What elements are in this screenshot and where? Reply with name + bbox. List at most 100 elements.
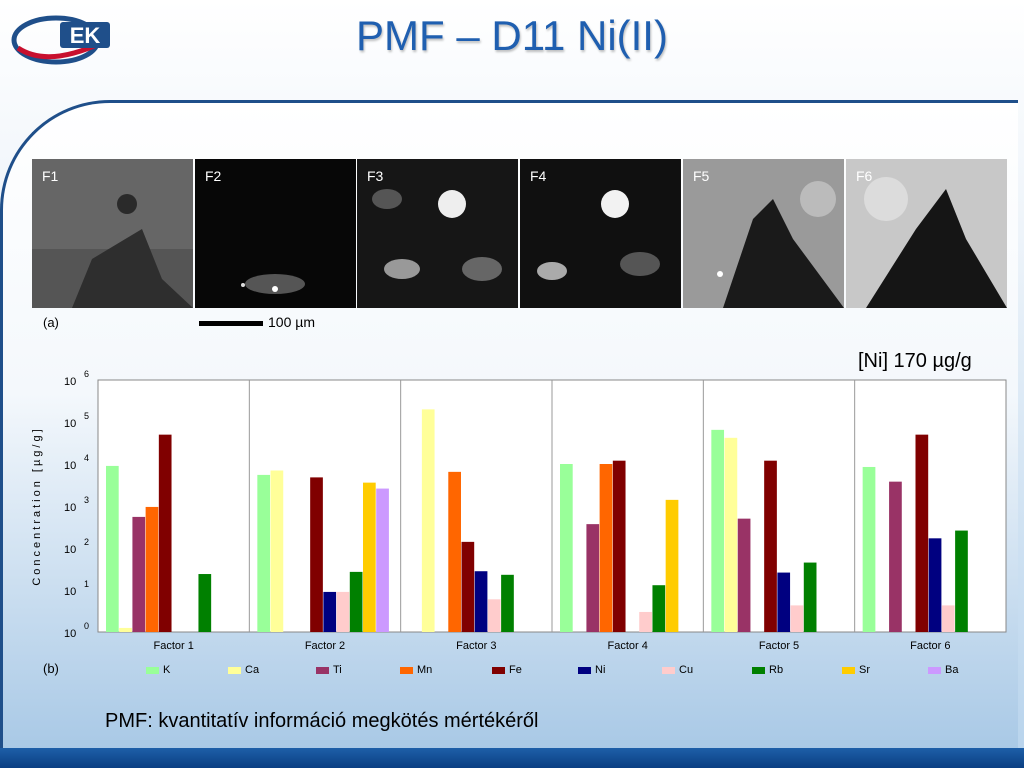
logo-text: EK <box>70 23 101 48</box>
bar-fe-factor-6 <box>915 434 929 632</box>
bar-fe-factor-5 <box>764 460 777 632</box>
category-label: Factor 4 <box>607 640 647 652</box>
concentration-bar-chart: 10 0 10 1 10 2 10 3 10 4 10 5 10 6 Concentration [µg/g… <box>31 369 1007 652</box>
bar-ti-factor-1 <box>132 516 146 632</box>
legend-item-cu: Cu <box>662 664 693 676</box>
panel-a-label: (a) <box>43 315 59 330</box>
bar-k-factor-4 <box>560 464 573 632</box>
y-tick-label: 10 <box>64 628 76 640</box>
bar-ti-factor-4 <box>586 524 600 632</box>
legend-item-rb: Rb <box>752 664 783 676</box>
bar-rb-factor-6 <box>955 530 968 632</box>
footer-text: PMF: kvantitatív információ megkötés mér… <box>105 710 539 732</box>
map-label-f3: F3 <box>367 168 384 184</box>
ni-concentration: [Ni] 170 µg/g <box>858 350 972 372</box>
y-tick-exponent: 2 <box>84 537 89 547</box>
bar-ba-factor-2 <box>376 488 389 632</box>
category-label: Factor 1 <box>153 640 193 652</box>
legend-label: Ti <box>333 664 342 676</box>
map-tile-f6: F6 <box>846 159 1007 308</box>
bar-ti-factor-6 <box>889 481 902 632</box>
map-label-f2: F2 <box>205 168 222 184</box>
legend-item-mn: Mn <box>400 664 432 676</box>
bar-rb-factor-2 <box>349 571 363 632</box>
bar-ca-factor-2 <box>270 470 284 632</box>
bar-cu-factor-6 <box>941 605 955 632</box>
legend-label: Sr <box>859 664 870 676</box>
map-label-f6: F6 <box>856 168 873 184</box>
legend-label: Ca <box>245 664 260 676</box>
legend-item-k: K <box>146 664 170 676</box>
y-tick-label: 10 <box>64 586 76 598</box>
legend-swatch <box>578 666 591 674</box>
legend-swatch <box>752 666 765 674</box>
bottom-band <box>0 748 1024 768</box>
map-label-f1: F1 <box>42 168 59 184</box>
bar-ni-factor-2 <box>323 591 337 632</box>
y-tick-exponent: 1 <box>84 579 89 589</box>
bar-k-factor-6 <box>862 466 876 632</box>
bar-sr-factor-4 <box>665 499 679 632</box>
legend-label: Ni <box>595 664 606 676</box>
category-label: Factor 6 <box>910 640 950 652</box>
bar-rb-factor-4 <box>652 585 666 632</box>
category-label: Factor 5 <box>759 640 799 652</box>
bar-k-factor-1 <box>106 465 119 632</box>
legend-item-ni: Ni <box>578 664 605 676</box>
bar-cu-factor-5 <box>790 605 804 632</box>
bar-fe-factor-3 <box>461 541 475 632</box>
map-label-f4: F4 <box>530 168 547 184</box>
bar-ca-factor-5 <box>724 437 738 632</box>
panel-b-label: (b) <box>43 661 59 676</box>
map-tile-f3: F3 <box>357 159 518 308</box>
y-tick-label: 10 <box>64 460 76 472</box>
institute-logo: EK <box>11 15 110 65</box>
y-axis-label: Concentration [µg/g] <box>31 426 43 585</box>
legend-swatch <box>662 666 675 674</box>
map-tile-f1: F1 <box>32 159 193 308</box>
y-tick-label: 10 <box>64 376 76 388</box>
y-tick-label: 10 <box>64 502 76 514</box>
bar-rb-factor-5 <box>803 562 817 632</box>
bar-fe-factor-1 <box>158 434 172 632</box>
legend-swatch <box>316 666 329 674</box>
map-tile-f5: F5 <box>683 159 844 308</box>
bar-sr-factor-2 <box>362 482 376 632</box>
bar-ni-factor-6 <box>928 538 942 632</box>
map-tile-f2: F2 <box>195 159 356 308</box>
bar-fe-factor-4 <box>612 460 626 632</box>
y-tick-label: 10 <box>64 418 76 430</box>
legend-item-ca: Ca <box>228 664 259 676</box>
y-tick-exponent: 3 <box>84 495 89 505</box>
bar-cu-factor-2 <box>336 591 350 632</box>
legend-label: Fe <box>509 664 522 676</box>
y-tick-label: 10 <box>64 544 76 556</box>
legend-swatch <box>400 666 413 674</box>
bar-ni-factor-5 <box>777 572 791 632</box>
legend-label: Ba <box>945 664 959 676</box>
legend-item-ba: Ba <box>928 664 958 676</box>
bar-ca-factor-1 <box>119 627 132 632</box>
bar-rb-factor-3 <box>501 574 514 632</box>
y-tick-exponent: 6 <box>84 369 89 379</box>
legend-item-fe: Fe <box>492 664 522 676</box>
legend-item-sr: Sr <box>842 664 870 676</box>
legend-swatch <box>492 666 505 674</box>
map-label-f5: F5 <box>693 168 710 184</box>
bar-ca-factor-3 <box>421 409 435 632</box>
y-tick-exponent: 5 <box>84 411 89 421</box>
scale-bar-label: 100 µm <box>268 314 315 330</box>
legend-label: Rb <box>769 664 784 676</box>
bar-ti-factor-5 <box>737 518 751 632</box>
category-label: Factor 3 <box>456 640 496 652</box>
legend-label: K <box>163 664 171 676</box>
legend-item-ti: Ti <box>316 664 342 676</box>
bar-ni-factor-3 <box>474 571 488 632</box>
legend-swatch <box>228 666 241 674</box>
bar-fe-factor-2 <box>310 477 323 632</box>
category-label: Factor 2 <box>305 640 345 652</box>
legend-swatch <box>146 666 159 674</box>
legend-label: Mn <box>417 664 433 676</box>
bar-cu-factor-3 <box>487 599 501 632</box>
bar-rb-factor-1 <box>198 574 212 632</box>
